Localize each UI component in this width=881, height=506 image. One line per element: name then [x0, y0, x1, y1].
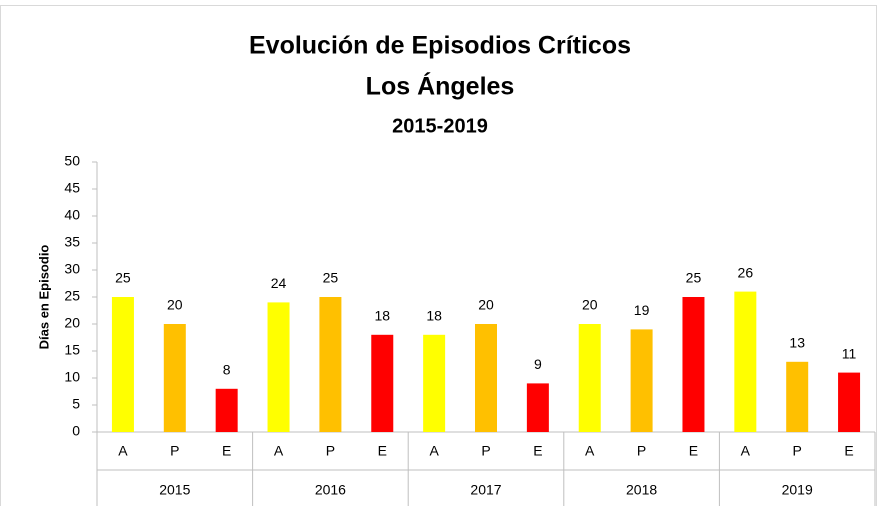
bar	[786, 361, 809, 432]
x-tick-label: E	[689, 443, 698, 459]
chart-title: Evolución de Episodios Críticos	[249, 32, 631, 60]
x-tick-label: P	[637, 443, 646, 459]
y-axis-label: Días en Episodio	[36, 245, 51, 350]
y-tick-label: 10	[64, 369, 80, 385]
group-label: 2018	[626, 482, 657, 498]
x-tick-label: A	[118, 443, 128, 459]
data-label: 26	[738, 264, 754, 280]
x-tick-label: E	[844, 443, 853, 459]
bar	[682, 297, 705, 432]
group-label: 2019	[782, 482, 813, 498]
x-tick-label: A	[274, 443, 284, 459]
bar	[371, 334, 394, 432]
bar	[578, 324, 601, 432]
y-tick-label: 35	[64, 234, 80, 250]
x-tick-label: E	[533, 443, 542, 459]
x-tick-label: E	[378, 443, 387, 459]
bar	[163, 324, 186, 432]
chart-subtitle: Los Ángeles	[366, 72, 515, 101]
data-label: 8	[223, 362, 231, 378]
x-tick-label: A	[429, 443, 439, 459]
data-label: 24	[271, 275, 287, 291]
bar	[111, 297, 134, 432]
y-tick-label: 20	[64, 315, 80, 331]
y-tick-label: 30	[64, 261, 80, 277]
bar	[215, 388, 238, 432]
x-tick-label: P	[793, 443, 802, 459]
data-label: 19	[634, 302, 650, 318]
bar	[526, 383, 549, 432]
data-label: 18	[374, 308, 390, 324]
data-label: 25	[686, 270, 702, 286]
data-label: 25	[115, 270, 131, 286]
bar	[475, 324, 497, 432]
group-label: 2016	[315, 482, 346, 498]
data-label: 25	[323, 270, 339, 286]
group-label: 2017	[470, 482, 501, 498]
data-label: 20	[582, 297, 598, 313]
data-label: 18	[426, 308, 442, 324]
group-label: 2015	[159, 482, 190, 498]
x-tick-label: P	[326, 443, 335, 459]
bar	[423, 334, 446, 432]
data-label: 9	[534, 356, 542, 372]
y-tick-label: 0	[72, 423, 80, 439]
x-tick-label: E	[222, 443, 231, 459]
x-tick-label: A	[741, 443, 751, 459]
x-tick-label: A	[585, 443, 595, 459]
bar	[630, 329, 653, 432]
y-tick-label: 15	[64, 342, 80, 358]
x-tick-label: P	[481, 443, 490, 459]
y-tick-label: 45	[64, 180, 80, 196]
y-tick-label: 5	[72, 396, 80, 412]
y-tick-label: 40	[64, 207, 80, 223]
bar	[838, 372, 861, 432]
data-label: 11	[842, 345, 857, 361]
bar	[267, 302, 290, 432]
chart-period: 2015-2019	[392, 115, 488, 137]
data-label: 13	[789, 335, 805, 351]
y-tick-label: 50	[64, 153, 80, 169]
bar	[734, 291, 757, 432]
data-label: 20	[167, 297, 183, 313]
bar	[319, 297, 342, 432]
x-tick-label: P	[170, 443, 179, 459]
data-label: 20	[478, 297, 494, 313]
y-tick-label: 25	[64, 288, 80, 304]
